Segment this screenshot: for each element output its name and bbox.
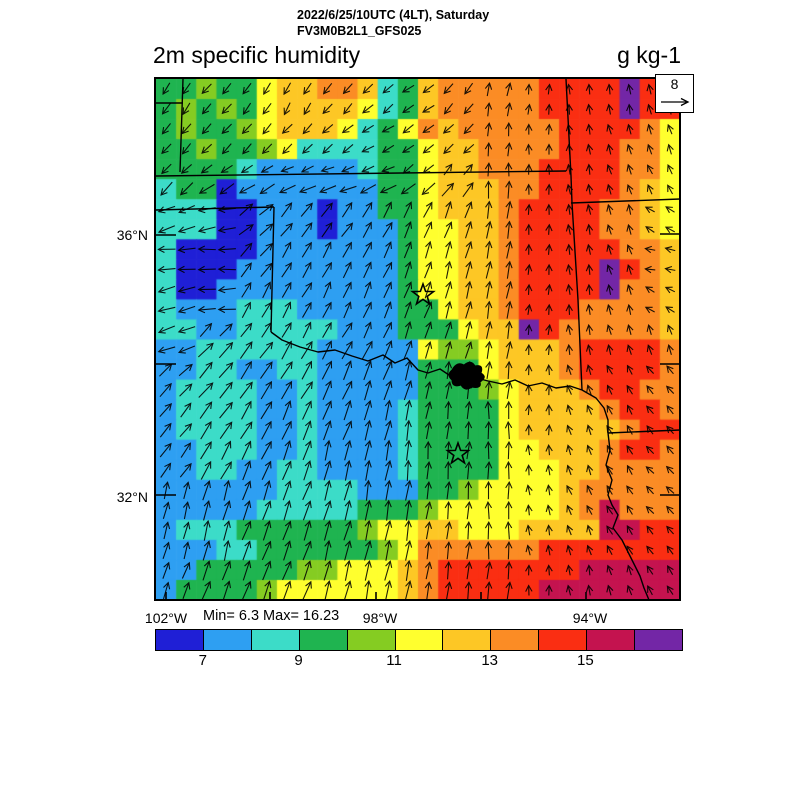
forecast-datetime-label: 2022/6/25/10UTC (4LT), Saturday (297, 8, 490, 22)
colorbar-cell (202, 630, 251, 650)
colorbar-cell (586, 630, 635, 650)
colorbar-tick-label: 13 (481, 652, 499, 669)
colorbar-tick-label: 9 (294, 652, 303, 669)
colorbar-cell (250, 630, 299, 650)
star-marker (410, 281, 436, 306)
lat-label-32n: 32°N (116, 489, 148, 505)
colorbar-cell (156, 630, 203, 650)
minmax-stats-label: Min= 6.3 Max= 16.23 (203, 608, 340, 624)
lat-label-36n: 36°N (116, 227, 148, 243)
colorbar-cell (394, 630, 443, 650)
colorbar-tick-label: 15 (577, 652, 594, 669)
colorbar-tick-labels: 7 9 11 13 15 (155, 652, 681, 672)
model-run-label: FV3M0B2L1_GFS025 (297, 24, 422, 38)
units-label: g kg-1 (617, 42, 681, 68)
wind-scale-legend: 8 (655, 74, 694, 113)
colorbar-tick-label: 7 (198, 652, 207, 669)
lon-label-102w: 102°W (144, 610, 188, 626)
star-marker (445, 440, 471, 465)
lon-label-94w: 94°W (572, 610, 608, 626)
colorbar-tick-label: 11 (386, 652, 402, 669)
wind-scale-arrow-icon (661, 97, 690, 107)
colorbar-cell (346, 630, 395, 650)
wind-vector-layer (157, 82, 676, 600)
colorbar (155, 629, 683, 651)
colorbar-cell (634, 630, 682, 650)
colorbar-cell (490, 630, 539, 650)
colorbar-cell (442, 630, 491, 650)
page-title: 2m specific humidity (153, 42, 361, 68)
lon-label-98w: 98°W (362, 610, 398, 626)
wind-scale-value: 8 (670, 76, 679, 92)
colorbar-cell (538, 630, 587, 650)
colorbar-cell (298, 630, 347, 650)
